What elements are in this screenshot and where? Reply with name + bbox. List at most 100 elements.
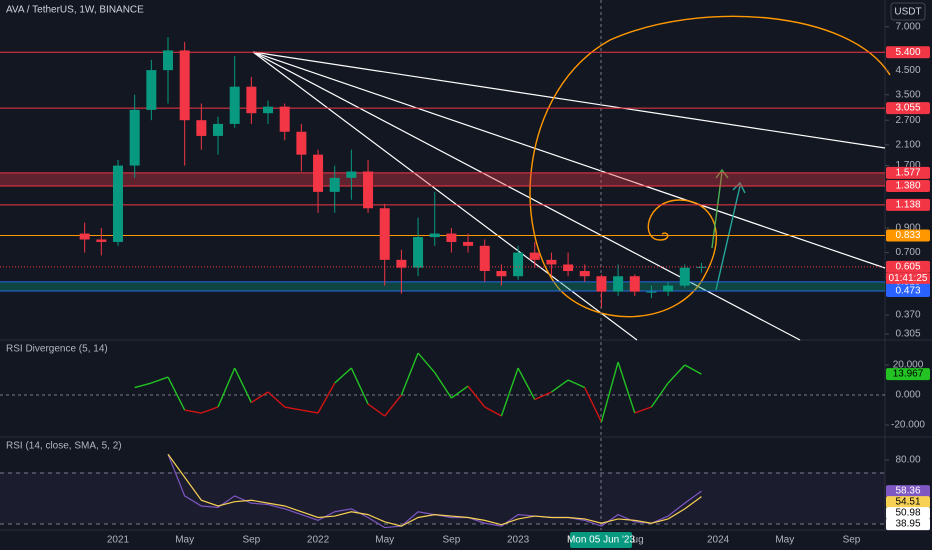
level-tag-bg xyxy=(886,285,930,298)
level-tag: 0.833 xyxy=(895,230,920,241)
divergence-segment xyxy=(534,391,552,401)
rsi-tag-bg xyxy=(886,496,930,509)
currency-button[interactable] xyxy=(890,2,926,21)
candle-body xyxy=(213,123,224,136)
divergence-segment xyxy=(584,387,603,423)
candle-body xyxy=(613,276,624,292)
rsi-tag-bg xyxy=(886,507,930,520)
price-tag: 0.605 xyxy=(895,262,920,273)
y-tick-label: 0.370 xyxy=(895,310,920,321)
drawings xyxy=(252,0,891,530)
x-tick-label: May xyxy=(175,535,194,546)
x-tick-label: May xyxy=(375,535,394,546)
divergence-segment xyxy=(484,406,502,417)
candle-body xyxy=(563,264,574,272)
rsi-tag-bg xyxy=(886,518,930,531)
indicator-title: RSI Divergence (5, 14) xyxy=(6,344,108,355)
divergence-segment xyxy=(367,403,386,417)
level-tag: 0.473 xyxy=(895,286,920,297)
divergence-segment xyxy=(334,367,352,384)
candle-body xyxy=(146,70,157,110)
symbol-title: AVA / TetherUS, 1W, BINANCE xyxy=(6,5,144,16)
candle-body xyxy=(229,86,240,124)
divergence-segment xyxy=(134,382,152,389)
y-tick-label: 20.000 xyxy=(893,360,924,371)
x-tick-label: Aug xyxy=(626,535,644,546)
divergence-segment xyxy=(417,352,436,373)
level-tag: 1.380 xyxy=(895,181,920,192)
arrow xyxy=(715,181,746,291)
divergence-segment xyxy=(234,367,252,403)
candle-body xyxy=(296,131,307,155)
rsi-tag-bg xyxy=(886,485,930,498)
divergence-segment xyxy=(567,379,586,389)
candle-body xyxy=(279,106,290,132)
level-tag-bg xyxy=(886,166,930,179)
candle-body xyxy=(346,171,357,178)
fibonacci-spiral xyxy=(529,15,891,318)
candle-body xyxy=(596,276,607,292)
candle-body xyxy=(79,233,90,240)
candle-body xyxy=(246,86,257,114)
y-tick-label: 4.500 xyxy=(895,65,920,76)
y-tick-label: -20.000 xyxy=(891,420,925,431)
divergence-segment xyxy=(167,376,186,411)
y-tick-label: 2.100 xyxy=(895,139,920,150)
divergence-segment xyxy=(634,406,652,414)
rsi-line xyxy=(167,453,702,527)
level-tag: 5.400 xyxy=(895,47,920,58)
divergence-segment xyxy=(400,352,419,396)
y-tick-label: 0.000 xyxy=(895,390,920,401)
divergence-segment xyxy=(551,379,569,393)
candle-body xyxy=(129,109,140,166)
x-tick-label: Sep xyxy=(443,535,461,546)
divergence-segment xyxy=(267,391,286,408)
rsi-tag: 50.98 xyxy=(895,508,920,519)
crosshair-label: Mon 05 Jun '23 xyxy=(567,535,636,546)
candle-body xyxy=(263,106,274,114)
countdown: 01:41:25 xyxy=(889,273,928,284)
candle-body xyxy=(163,50,174,71)
divergence-segment xyxy=(201,406,219,414)
candle-body xyxy=(113,165,123,242)
level-tag-bg xyxy=(886,229,930,242)
rsi-tag: 54.51 xyxy=(895,497,920,508)
y-tick-label: 0.700 xyxy=(895,247,920,258)
candle-body xyxy=(579,271,590,277)
candle-body xyxy=(479,245,490,272)
candle-body xyxy=(646,291,657,293)
level-tag: 1.138 xyxy=(895,200,920,211)
trend-line xyxy=(252,51,886,149)
y-tick-label: 0.900 xyxy=(895,223,920,234)
candle-body xyxy=(696,266,707,268)
level-tag: 3.055 xyxy=(895,103,920,114)
divergence-segment xyxy=(301,409,319,414)
divergence-tag-bg xyxy=(886,368,930,381)
divergence-segment xyxy=(284,406,302,411)
candle-body xyxy=(313,154,324,192)
level-tag-bg xyxy=(886,180,930,193)
candle-body xyxy=(529,252,540,260)
y-tick-label: 1.700 xyxy=(895,160,920,171)
divergence-segment xyxy=(517,367,536,400)
currency-label[interactable]: USDT xyxy=(894,7,921,18)
x-tick-label: 2023 xyxy=(507,535,530,546)
candle-body xyxy=(513,252,524,277)
divergence-segment xyxy=(500,367,519,417)
level-tag-bg xyxy=(886,46,930,59)
x-tick-label: 2024 xyxy=(707,535,730,546)
divergence-segment xyxy=(384,394,402,417)
candle-body xyxy=(446,233,457,242)
divergence-segment xyxy=(684,364,702,375)
candle-body xyxy=(546,259,557,265)
candle-body xyxy=(96,239,107,242)
candle-body xyxy=(429,233,440,238)
y-tick-label: 7.000 xyxy=(895,21,920,32)
crosshair-label-bg xyxy=(570,532,632,548)
divergence-segment xyxy=(600,361,619,423)
rsi-tag: 58.36 xyxy=(895,486,920,497)
divergence-segment xyxy=(217,367,236,408)
divergence-tag: 13.967 xyxy=(893,369,924,380)
x-tick-label: 2022 xyxy=(307,535,330,546)
